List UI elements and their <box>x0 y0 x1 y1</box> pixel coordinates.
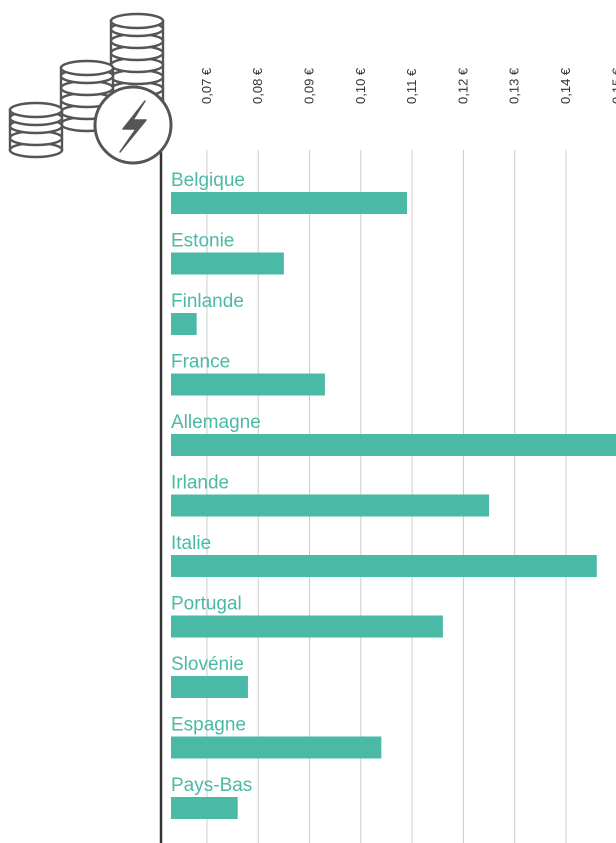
bar <box>171 192 407 214</box>
category-label: Belgique <box>171 170 245 191</box>
x-tick-label: 0,12 € <box>455 67 470 104</box>
bar <box>171 555 597 577</box>
x-tick-label: 0,08 € <box>250 67 265 104</box>
x-tick-label: 0,13 € <box>507 67 522 104</box>
bar <box>171 797 238 819</box>
bar <box>171 313 197 335</box>
category-label: Finlande <box>171 291 244 312</box>
category-label: Slovénie <box>171 654 244 675</box>
category-label: Pays-Bas <box>171 775 252 796</box>
category-label: Irlande <box>171 473 229 494</box>
x-tick-label: 0,15 € <box>609 67 616 104</box>
category-labels: Belgique Estonie Finlande France Allemagne Ir… <box>171 170 261 796</box>
category-label: Italie <box>171 533 211 554</box>
category-label: Espagne <box>171 715 246 736</box>
category-label: France <box>171 352 230 373</box>
coins-lightning-icon <box>8 12 173 165</box>
x-tick-label: 0,07 € <box>199 67 214 104</box>
x-axis-ticks: 0,07 € 0,08 € 0,09 € 0,10 € 0,11 € 0,12 € 0,13… <box>199 67 616 104</box>
bar <box>171 676 248 698</box>
bar <box>171 373 325 396</box>
bar <box>171 494 490 517</box>
x-tick-label: 0,10 € <box>353 67 368 104</box>
category-label: Estonie <box>171 231 234 252</box>
x-tick-label: 0,09 € <box>302 67 317 104</box>
bar <box>171 252 284 275</box>
bar <box>171 615 443 638</box>
x-tick-label: 0,14 € <box>558 67 573 104</box>
category-label: Allemagne <box>171 412 261 433</box>
coin-stack-short-icon <box>8 101 64 159</box>
bar <box>171 434 616 456</box>
bars <box>171 192 616 819</box>
lightning-icon <box>119 100 147 153</box>
bar <box>171 736 382 759</box>
category-label: Portugal <box>171 594 242 615</box>
x-tick-label: 0,11 € <box>404 68 419 104</box>
